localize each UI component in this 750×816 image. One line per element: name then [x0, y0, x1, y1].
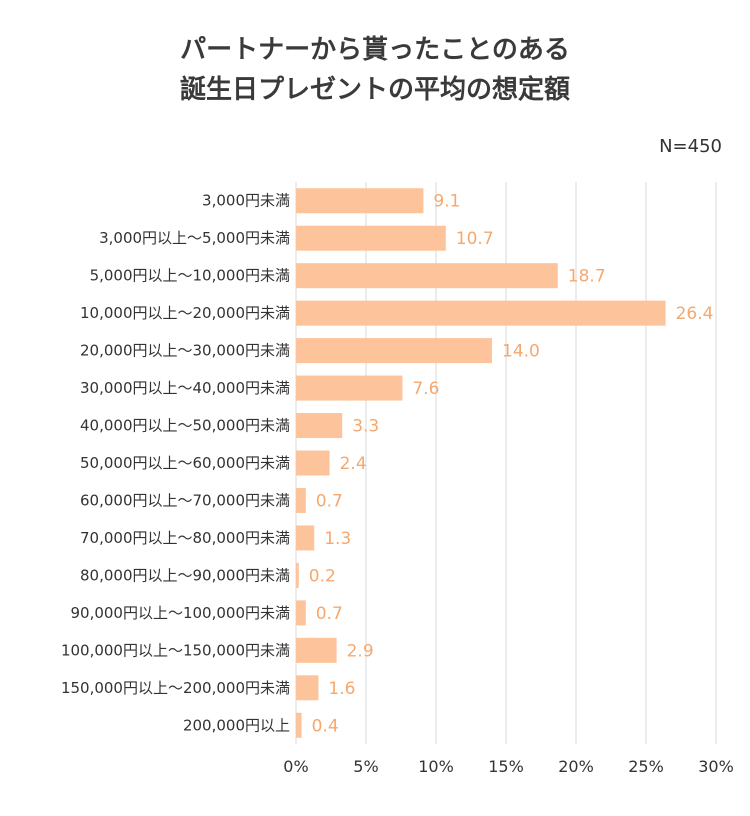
- bar: [296, 712, 302, 738]
- value-label: 10.7: [456, 229, 494, 249]
- bar: [296, 637, 337, 663]
- x-tick-label: 5%: [353, 757, 378, 776]
- bar: [296, 338, 492, 364]
- value-label: 3.3: [352, 417, 379, 437]
- bar: [296, 300, 666, 326]
- category-label: 100,000円以上～150,000円未満: [61, 641, 290, 659]
- category-label: 20,000円以上～30,000円未満: [80, 342, 290, 360]
- value-label: 1.3: [324, 529, 351, 549]
- bar: [296, 487, 306, 513]
- category-label: 40,000円以上～50,000円未満: [80, 417, 290, 435]
- category-label: 5,000円以上～10,000円未満: [90, 267, 290, 285]
- value-label: 0.7: [316, 491, 343, 511]
- bar: [296, 675, 319, 701]
- value-label: 0.4: [312, 716, 339, 736]
- value-label: 1.6: [328, 679, 355, 699]
- category-label: 70,000円以上～80,000円未満: [80, 529, 290, 547]
- category-label: 3,000円未満: [202, 192, 290, 210]
- category-label: 60,000円以上～70,000円未満: [80, 491, 290, 509]
- x-tick-label: 10%: [418, 757, 454, 776]
- value-label: 0.2: [309, 566, 336, 586]
- value-label: 7.6: [412, 379, 439, 399]
- category-label: 30,000円以上～40,000円未満: [80, 379, 290, 397]
- x-tick-label: 25%: [628, 757, 664, 776]
- value-label: 9.1: [433, 192, 460, 212]
- x-tick-label: 15%: [488, 757, 524, 776]
- category-label: 150,000円以上～200,000円未満: [61, 679, 290, 697]
- value-label: 2.4: [340, 454, 367, 474]
- bar: [296, 225, 446, 251]
- value-label: 26.4: [676, 304, 714, 324]
- chart-title-line-1: パートナーから貰ったことのある: [180, 35, 570, 65]
- bar: [296, 525, 315, 551]
- category-label: 80,000円以上～90,000円未満: [80, 566, 290, 584]
- bar: [296, 188, 424, 214]
- bar: [296, 450, 330, 476]
- bar: [296, 375, 403, 401]
- value-label: 18.7: [568, 267, 606, 287]
- x-tick-label: 20%: [558, 757, 594, 776]
- bar: [296, 263, 558, 289]
- bar: [296, 600, 306, 626]
- category-label: 200,000円以上: [183, 716, 290, 734]
- category-label: 50,000円以上～60,000円未満: [80, 454, 290, 472]
- value-label: 14.0: [502, 342, 540, 362]
- chart-title: パートナーから貰ったことのある 誕生日プレゼントの平均の想定額: [0, 30, 750, 110]
- x-tick-label: 0%: [283, 757, 308, 776]
- category-label: 90,000円以上～100,000円未満: [70, 604, 290, 622]
- bar: [296, 413, 343, 439]
- x-tick-label: 30%: [698, 757, 734, 776]
- category-label: 3,000円以上～5,000円未満: [99, 229, 290, 247]
- chart-title-line-2: 誕生日プレゼントの平均の想定額: [179, 75, 570, 105]
- value-label: 2.9: [347, 641, 374, 661]
- bar: [296, 562, 299, 588]
- category-label: 10,000円以上～20,000円未満: [80, 304, 290, 322]
- value-label: 0.7: [316, 604, 343, 624]
- sample-size-label: N=450: [659, 136, 722, 157]
